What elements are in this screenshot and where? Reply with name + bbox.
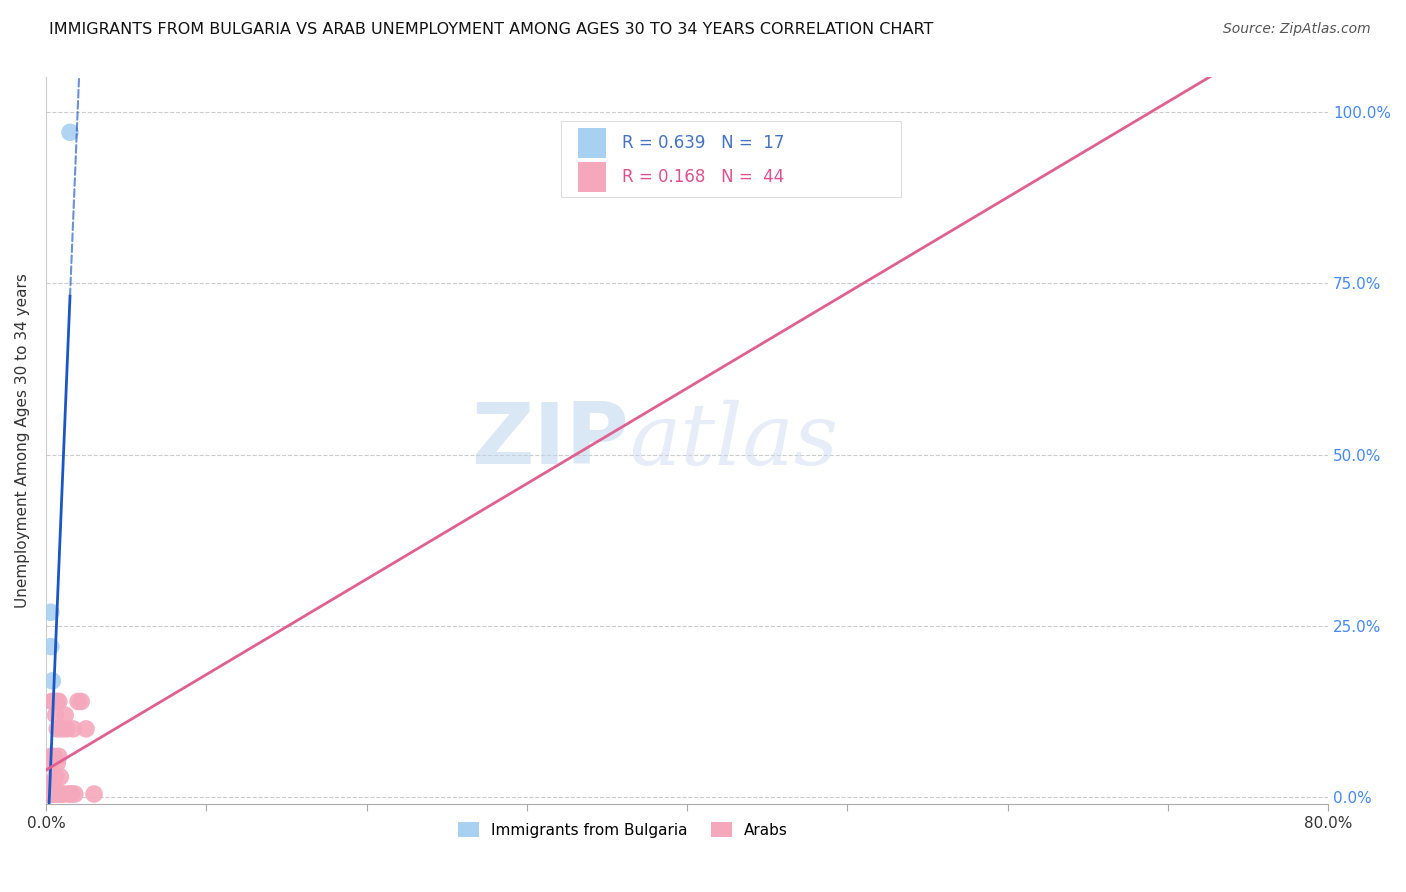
- Point: [45, 708, 67, 723]
- Point: [49, 787, 72, 801]
- Point: [39, 756, 62, 771]
- Point: [51, 787, 73, 801]
- Point: [41, 787, 63, 801]
- Point: [83, 787, 105, 801]
- Point: [58, 787, 80, 801]
- Point: [38, 787, 60, 801]
- Point: [60, 787, 83, 801]
- Point: [46, 756, 69, 771]
- Point: [46, 787, 69, 801]
- Point: [39, 777, 62, 791]
- Point: [42, 749, 65, 764]
- Point: [66, 694, 89, 708]
- Point: [38, 756, 60, 771]
- Text: atlas: atlas: [630, 400, 838, 483]
- Point: [53, 708, 76, 723]
- Legend: Immigrants from Bulgaria, Arabs: Immigrants from Bulgaria, Arabs: [451, 816, 794, 844]
- Point: [45, 694, 67, 708]
- Point: [63, 787, 86, 801]
- Point: [70, 694, 93, 708]
- Point: [48, 694, 70, 708]
- Point: [37, 783, 59, 797]
- Point: [37, 783, 59, 797]
- Point: [38, 787, 60, 801]
- Point: [38, 787, 60, 801]
- Point: [41, 777, 63, 791]
- Point: [42, 787, 65, 801]
- Point: [37, 787, 59, 801]
- Point: [52, 787, 75, 801]
- Y-axis label: Unemployment Among Ages 30 to 34 years: Unemployment Among Ages 30 to 34 years: [15, 274, 30, 608]
- Text: Source: ZipAtlas.com: Source: ZipAtlas.com: [1223, 22, 1371, 37]
- Point: [39, 605, 62, 619]
- Point: [48, 787, 70, 801]
- FancyBboxPatch shape: [561, 121, 901, 197]
- Point: [59, 787, 82, 801]
- Point: [56, 722, 79, 736]
- Point: [37, 787, 59, 801]
- Point: [39, 749, 62, 764]
- FancyBboxPatch shape: [578, 128, 606, 158]
- Point: [38, 777, 60, 791]
- Text: IMMIGRANTS FROM BULGARIA VS ARAB UNEMPLOYMENT AMONG AGES 30 TO 34 YEARS CORRELAT: IMMIGRANTS FROM BULGARIA VS ARAB UNEMPLO…: [49, 22, 934, 37]
- Point: [37, 787, 59, 801]
- Point: [48, 749, 70, 764]
- Point: [59, 125, 82, 139]
- Point: [51, 722, 73, 736]
- Point: [41, 787, 63, 801]
- Point: [39, 640, 62, 654]
- Point: [45, 770, 67, 784]
- Point: [42, 777, 65, 791]
- Text: ZIP: ZIP: [471, 400, 630, 483]
- Point: [49, 770, 72, 784]
- Point: [46, 722, 69, 736]
- FancyBboxPatch shape: [578, 161, 606, 193]
- Point: [39, 787, 62, 801]
- Point: [41, 673, 63, 688]
- Text: R = 0.639   N =  17: R = 0.639 N = 17: [621, 134, 785, 152]
- Point: [45, 787, 67, 801]
- Point: [46, 787, 69, 801]
- Point: [41, 694, 63, 708]
- Point: [42, 787, 65, 801]
- Point: [75, 722, 97, 736]
- Point: [41, 694, 63, 708]
- Point: [37, 787, 59, 801]
- Point: [46, 694, 69, 708]
- Point: [42, 783, 65, 797]
- Point: [38, 783, 60, 797]
- Text: R = 0.168   N =  44: R = 0.168 N = 44: [621, 168, 785, 186]
- Point: [45, 787, 67, 801]
- Point: [38, 787, 60, 801]
- Point: [39, 787, 62, 801]
- Point: [62, 722, 84, 736]
